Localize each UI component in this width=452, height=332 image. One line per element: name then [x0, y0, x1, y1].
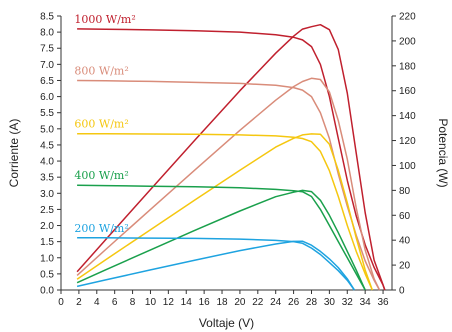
x-tick-label: 20 [234, 297, 246, 308]
y-right-tick-label: 160 [399, 86, 416, 97]
y-left-tick-label: 4.0 [40, 157, 54, 168]
y-left-tick-label: 5.5 [40, 108, 54, 119]
series-label-3: 400 W/m² [74, 169, 128, 182]
x-tick-label: 2 [76, 297, 82, 308]
current-curve-4 [77, 237, 356, 291]
y-left-tick-label: 2.0 [40, 221, 54, 232]
x-tick-label: 18 [216, 297, 228, 308]
y-right-tick-label: 80 [399, 186, 411, 197]
y-right-tick-label: 40 [399, 236, 411, 247]
y-left-axis-title: Corriente (A) [7, 119, 21, 188]
x-tick-label: 32 [342, 297, 354, 308]
y-left-tick-label: 1.0 [40, 253, 54, 264]
y-left-tick-label: 7.0 [40, 60, 54, 71]
y-left-tick-label: 6.0 [40, 92, 54, 103]
x-tick-label: 28 [306, 297, 318, 308]
power-curve-3 [76, 189, 366, 291]
current-curve-1 [77, 79, 381, 291]
y-left-tick-label: 2.5 [40, 205, 54, 216]
y-right-tick-label: 0 [399, 286, 405, 297]
x-tick-label: 34 [360, 297, 372, 308]
y-left-tick-label: 3.5 [40, 173, 54, 184]
series-label-1: 800 W/m² [74, 64, 128, 77]
x-tick-label: 8 [130, 297, 136, 308]
x-tick-label: 14 [181, 297, 193, 308]
power-curve-2 [76, 133, 374, 291]
y-right-tick-label: 140 [399, 111, 416, 122]
y-left-tick-label: 0.0 [40, 286, 54, 297]
y-left-tick-label: 8.5 [40, 12, 54, 23]
x-tick-label: 26 [288, 297, 300, 308]
current-curve-3 [77, 184, 366, 291]
y-right-tick-label: 120 [399, 136, 416, 147]
x-tick-label: 0 [58, 297, 64, 308]
x-tick-label: 4 [94, 297, 100, 308]
x-tick-label: 24 [270, 297, 282, 308]
labels-group: Voltaje (V)Corriente (A) Potencia (W)1000… [7, 13, 450, 330]
y-left-tick-label: 1.5 [40, 237, 54, 248]
y-right-tick-label: 200 [399, 36, 416, 47]
current-curve-0 [77, 28, 386, 291]
current-curve-2 [77, 132, 373, 291]
y-left-tick-label: 6.5 [40, 76, 54, 87]
x-tick-label: 22 [252, 297, 264, 308]
x-tick-label: 10 [145, 297, 157, 308]
x-tick-label: 6 [112, 297, 118, 308]
y-left-tick-label: 7.5 [40, 44, 54, 55]
series-label-0: 1000 W/m² [74, 13, 135, 26]
y-left-tick-label: 8.0 [40, 28, 54, 39]
y-left-tick-label: 5.0 [40, 124, 54, 135]
y-left-tick-label: 0.5 [40, 269, 54, 280]
curves-group [76, 23, 386, 291]
power-curve-1 [76, 77, 381, 291]
x-tick-label: 36 [377, 297, 389, 308]
y-left-tick-label: 4.5 [40, 140, 54, 151]
power-curve-4 [76, 240, 356, 291]
x-tick-label: 16 [199, 297, 211, 308]
y-left-tick-label: 3.0 [40, 189, 54, 200]
x-tick-label: 12 [163, 297, 175, 308]
axes-group: 0 2 4 6 8 10 12 14 16 18 20 22 24 26 28 30 32 34 360.00.51… [40, 12, 416, 309]
y-right-tick-label: 180 [399, 61, 416, 72]
y-right-tick-label: 60 [399, 211, 411, 222]
power-curve-0 [76, 23, 386, 291]
series-label-2: 600 W/m² [74, 118, 128, 131]
y-right-tick-label: 20 [399, 261, 411, 272]
y-right-tick-label: 100 [399, 161, 416, 172]
x-tick-label: 30 [324, 297, 336, 308]
y-right-axis-title: Potencia (W) [436, 118, 450, 187]
y-right-tick-label: 220 [399, 12, 416, 23]
x-axis-title: Voltaje (V) [199, 316, 254, 330]
series-label-4: 200 W/m² [74, 222, 128, 235]
